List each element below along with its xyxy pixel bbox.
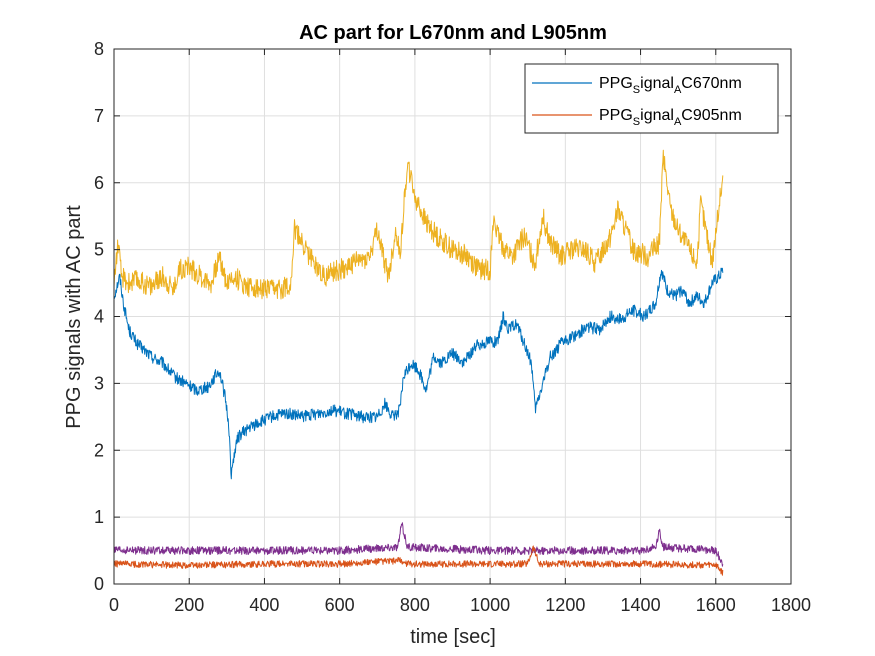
x-tick-label: 400	[249, 595, 279, 615]
series-670nm-line	[113, 267, 724, 480]
y-tick-labels: 0 1 2 3 4 5 6 7 8	[94, 39, 104, 594]
x-tick-label: 1200	[545, 595, 585, 615]
x-tick-labels: 0 200 400 600 800 1000 1200 1400 1600 1800	[109, 595, 811, 615]
x-tick-label: 1000	[470, 595, 510, 615]
y-tick-label: 4	[94, 307, 104, 327]
x-tick-label: 0	[109, 595, 119, 615]
y-axis-label: PPG signals with AC part	[63, 205, 85, 429]
y-tick-label: 3	[94, 373, 104, 393]
series-purple-line	[114, 522, 724, 567]
legend-entry-670nm: PPGSignalAC670nm	[599, 75, 742, 96]
y-tick-label: 2	[94, 440, 104, 460]
x-axis-label: time [sec]	[410, 626, 496, 648]
series-layer	[113, 149, 724, 576]
legend-entry-905nm: PPGSignalAC905nm	[599, 107, 742, 128]
x-tick-label: 600	[325, 595, 355, 615]
series-905nm-line	[113, 545, 724, 576]
x-tick-label: 1800	[771, 595, 811, 615]
legend-box	[524, 63, 779, 134]
legend: PPGSignalAC670nm PPGSignalAC905nm	[524, 63, 779, 134]
chart-title: AC part for L670nm and L905nm	[299, 22, 607, 44]
series-yellow-line	[113, 149, 724, 300]
y-tick-label: 8	[94, 39, 104, 59]
x-tick-label: 1600	[696, 595, 736, 615]
x-tick-label: 1400	[621, 595, 661, 615]
y-tick-label: 0	[94, 574, 104, 594]
x-tick-label: 200	[174, 595, 204, 615]
x-tick-label: 800	[400, 595, 430, 615]
ticks	[113, 48, 792, 585]
y-tick-label: 1	[94, 507, 104, 527]
y-tick-label: 7	[94, 106, 104, 126]
y-tick-label: 6	[94, 173, 104, 193]
y-tick-label: 5	[94, 240, 104, 260]
